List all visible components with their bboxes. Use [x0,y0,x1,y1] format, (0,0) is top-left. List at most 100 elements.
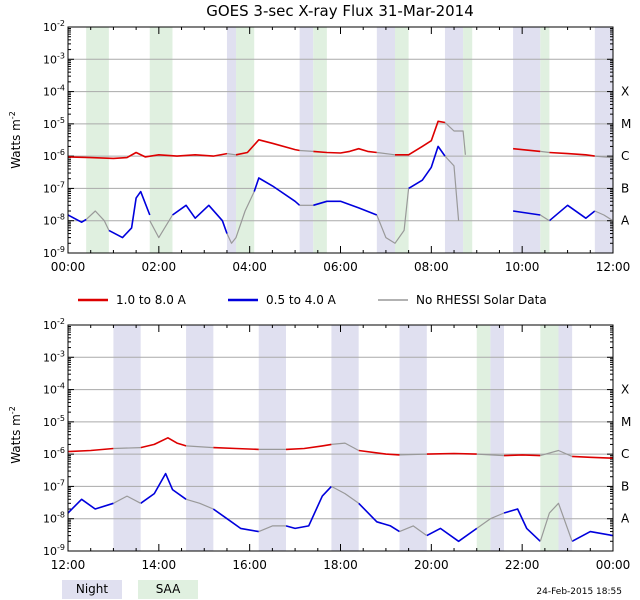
panel-0-night-band-2 [376,27,395,253]
bottom-panel: Watts m-2 10-910-810-710-610-510-410-310… [8,317,631,572]
panel-0-series-0-segment-3 [395,120,446,156]
panel-1-night-band-5 [490,325,504,551]
panel-0-saa-band-3 [313,27,327,253]
panel-1-ytick-exponent-6: -3 [57,349,65,358]
panel-0-ytick-mantissa-1: 10 [43,215,57,228]
panel-0-series-0-segment-2 [313,147,377,154]
saa-legend-swatch [138,580,198,599]
panel-1-series-1-segment-1 [140,472,187,504]
panel-0-series-1-segment-6 [512,210,541,216]
panel-1-series-2-segment-8 [399,525,428,537]
panel-0-series-0-segment-0 [68,151,228,160]
legend-label-long-band: 1.0 to 8.0 A [116,293,187,307]
panel-0-class-label-X: X [621,85,629,99]
panel-0-xtick-label-1: 02:00 [142,260,177,274]
panel-0-series-2-segment-6 [376,188,410,244]
saa-legend-label: SAA [156,582,181,596]
panel-1-class-label-A: A [621,512,630,526]
panel-1-ytick-exponent-4: -5 [57,414,65,423]
panel-1-ytick-mantissa-7: 10 [43,319,57,332]
panel-1-series-1-segment-2 [212,508,259,533]
shade-legend: Night SAA [62,580,198,599]
panel-1-series-1-segment-0 [68,498,114,514]
panel-1-series-2-segment-6 [331,485,360,504]
panel-0-ytick-label-3: 10-6 [43,148,65,163]
night-legend-swatch [62,580,122,599]
panel-0-series-1-segment-7 [548,204,596,222]
panel-0-series-0-segment-5 [549,151,595,157]
chart-title: GOES 3-sec X-ray Flux 31-Mar-2014 [206,2,474,20]
panel-0-series-2-segment-11 [540,150,550,154]
panel-1-ytick-mantissa-2: 10 [43,480,57,493]
panel-0-series-2-segment-9 [444,122,466,155]
panel-1-ytick-label-1: 10-8 [43,511,65,526]
panel-0-class-label-C: C [621,149,629,163]
panel-1-ytick-exponent-2: -7 [57,478,65,487]
panel-1-ytick-label-5: 10-4 [43,382,65,397]
panel-0-series-group [68,120,613,244]
panel-0-night-band-0 [226,27,237,253]
panel-1-series-0-segment-6 [503,454,541,457]
panel-1-series-2-segment-2 [185,498,214,510]
panel-0-frame [67,26,614,254]
panel-1-series-2-segment-12 [539,502,573,542]
panel-1-series-2-segment-9 [399,453,427,456]
panel-1-xtick-label-0: 12:00 [51,558,86,572]
panel-1-series-1-segment-5 [426,527,478,543]
panel-1-series-0-segment-0 [68,447,114,453]
panel-0-series-0-segment-1 [235,139,300,156]
panel-1-ytick-label-0: 10-9 [43,543,65,558]
panel-0-ytick-label-5: 10-4 [43,84,65,99]
panel-1-xtick-label-3: 18:00 [323,558,358,572]
panel-1-ytick-label-2: 10-7 [43,478,65,493]
night-legend-label: Night [76,582,109,596]
panel-0-series-2-segment-7 [376,151,396,156]
panel-1-xtick-label-6: 00:00 [596,558,631,572]
panel-1-ytick-mantissa-1: 10 [43,513,57,526]
panel-1-series-2-segment-4 [258,525,286,533]
footer-timestamp: 24-Feb-2015 18:55 [536,587,622,597]
panel-0-saa-band-4 [395,27,409,253]
panel-0-ylabel-exponent: -2 [8,111,17,119]
panel-1-ytick-exponent-5: -4 [57,382,65,391]
panel-0-ytick-mantissa-4: 10 [43,118,57,131]
panel-0-series-2-segment-8 [444,155,460,221]
panel-0-xtick-label-2: 04:00 [232,260,267,274]
panel-1-xtick-label-2: 16:00 [232,558,267,572]
panel-1-ytick-exponent-3: -6 [57,446,65,455]
panel-1-series-2-segment-10 [476,512,505,529]
panel-1-series-1-segment-6 [503,508,541,542]
panel-1-ylabel-base: Watts m [9,414,23,464]
panel-1-ytick-mantissa-0: 10 [43,545,57,558]
panel-0-ytick-label-2: 10-7 [43,180,65,195]
panel-1-class-label-X: X [621,383,629,397]
legend-item-no-rhessi: No RHESSI Solar Data [378,293,547,307]
panel-1-series-0-segment-1 [140,437,187,449]
panel-1-series-2-segment-1 [113,447,141,450]
top-panel: Watts m-2 10-910-810-710-610-510-410-310… [8,19,631,274]
panel-1-ytick-mantissa-3: 10 [43,448,57,461]
panel-0-ytick-mantissa-3: 10 [43,150,57,163]
panel-0-ytick-exponent-7: -2 [57,19,65,28]
panel-0-series-2-segment-5 [299,149,314,152]
panel-1-class-label-C: C [621,447,629,461]
panel-0-series-2-segment-13 [594,155,613,159]
panel-1-frame [67,324,614,552]
panel-1-ytick-exponent-7: -2 [57,317,65,326]
panel-1-xtick-label-1: 14:00 [142,558,177,572]
panel-0-ytick-label-4: 10-5 [43,116,65,131]
panel-0-saa-band-2 [236,27,255,253]
panel-1-series-2-segment-13 [540,449,573,457]
panel-1-xtick-label-5: 22:00 [505,558,540,572]
panel-0-saa-band-1 [149,27,173,253]
panel-1-ytick-exponent-1: -8 [57,511,65,520]
panel-0-ytick-exponent-4: -5 [57,116,65,125]
panel-0-series-1-segment-2 [172,204,228,234]
panel-1-series-0-segment-3 [285,443,332,451]
panel-0-ylabel: Watts m-2 [8,111,23,169]
panel-0-series-1-segment-1 [108,190,151,239]
panel-1-ytick-mantissa-5: 10 [43,384,57,397]
legend: 1.0 to 8.0 A 0.5 to 4.0 A No RHESSI Sola… [78,293,547,307]
panel-0-ylabel-base: Watts m [9,119,23,169]
panel-1-series-0-segment-5 [426,452,477,455]
